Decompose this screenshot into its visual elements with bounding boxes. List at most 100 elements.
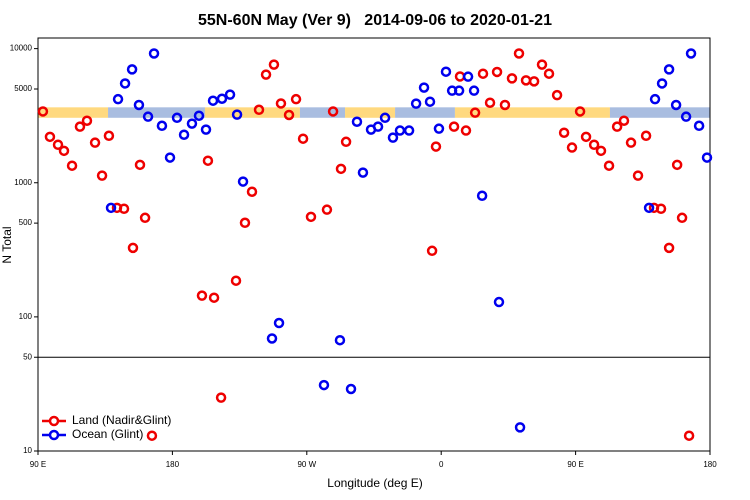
point (394, 125, 406, 136)
point (345, 383, 357, 395)
point (239, 217, 251, 229)
point (410, 98, 422, 109)
point (440, 66, 452, 77)
point (275, 98, 287, 109)
point (566, 142, 578, 153)
point (224, 89, 236, 100)
point (200, 124, 212, 135)
point (671, 159, 683, 171)
point (676, 212, 688, 224)
point (448, 121, 460, 132)
point (103, 130, 115, 142)
point (454, 71, 466, 82)
point (580, 131, 592, 143)
point (357, 167, 369, 178)
point (387, 132, 399, 143)
point (477, 68, 489, 79)
point (603, 160, 615, 171)
point (335, 163, 347, 175)
point (105, 202, 117, 214)
y-tick-label: 10000 (10, 44, 33, 53)
surface-band (204, 107, 300, 118)
point (693, 120, 705, 132)
point (558, 127, 570, 138)
point (273, 317, 285, 329)
point (74, 121, 86, 132)
y-tick-label: 500 (19, 218, 33, 227)
point (334, 334, 346, 346)
point (403, 125, 415, 136)
point (683, 430, 695, 441)
point (146, 430, 158, 441)
point (595, 145, 607, 157)
point (44, 131, 56, 143)
legend-marker (48, 429, 60, 441)
point (193, 110, 205, 121)
point (171, 112, 183, 124)
point (468, 85, 480, 96)
point (588, 139, 600, 150)
point (372, 121, 384, 132)
point (118, 203, 130, 214)
point (453, 85, 465, 96)
point (96, 170, 108, 181)
point (246, 186, 258, 197)
x-tick-label: 0 (439, 460, 444, 469)
point (493, 296, 505, 308)
point (164, 152, 176, 163)
point (340, 136, 352, 148)
point (297, 133, 309, 144)
y-tick-label: 5000 (14, 84, 32, 93)
point (656, 78, 668, 89)
point (424, 96, 436, 107)
y-tick-label: 100 (19, 312, 33, 321)
x-axis-label: Longitude (deg E) (327, 476, 422, 490)
point (327, 106, 339, 117)
point (230, 275, 242, 286)
point (208, 292, 220, 303)
y-axis-label: N Total (0, 226, 14, 263)
point (499, 99, 511, 111)
point (186, 118, 198, 129)
point (663, 64, 675, 75)
point (528, 76, 540, 87)
point (290, 93, 302, 105)
point (426, 245, 438, 257)
point (680, 111, 692, 122)
point (215, 392, 227, 403)
point (126, 64, 138, 75)
y-tick-label: 50 (23, 352, 32, 361)
point (433, 123, 445, 134)
point (321, 204, 333, 215)
point (655, 203, 667, 214)
point (640, 130, 652, 142)
plot-frame (37, 37, 711, 452)
point (430, 141, 442, 152)
point (625, 137, 637, 148)
legend-label: Land (Nadir&Glint) (72, 413, 171, 427)
point (266, 333, 278, 344)
point (536, 59, 548, 70)
point (202, 155, 214, 166)
point (207, 95, 219, 106)
point (551, 89, 563, 101)
point (216, 93, 228, 104)
point (685, 48, 697, 59)
point (58, 145, 70, 157)
point (119, 78, 131, 89)
point (89, 137, 101, 148)
point (649, 93, 661, 105)
point (134, 159, 146, 171)
point (513, 48, 525, 59)
point (491, 66, 503, 78)
point (611, 121, 623, 132)
point (632, 170, 644, 181)
point (231, 109, 243, 120)
point (127, 242, 139, 254)
point (476, 190, 488, 201)
surface-band (299, 107, 346, 118)
surface-band (345, 107, 396, 118)
point (379, 112, 391, 124)
point (237, 176, 249, 187)
point (643, 202, 655, 214)
